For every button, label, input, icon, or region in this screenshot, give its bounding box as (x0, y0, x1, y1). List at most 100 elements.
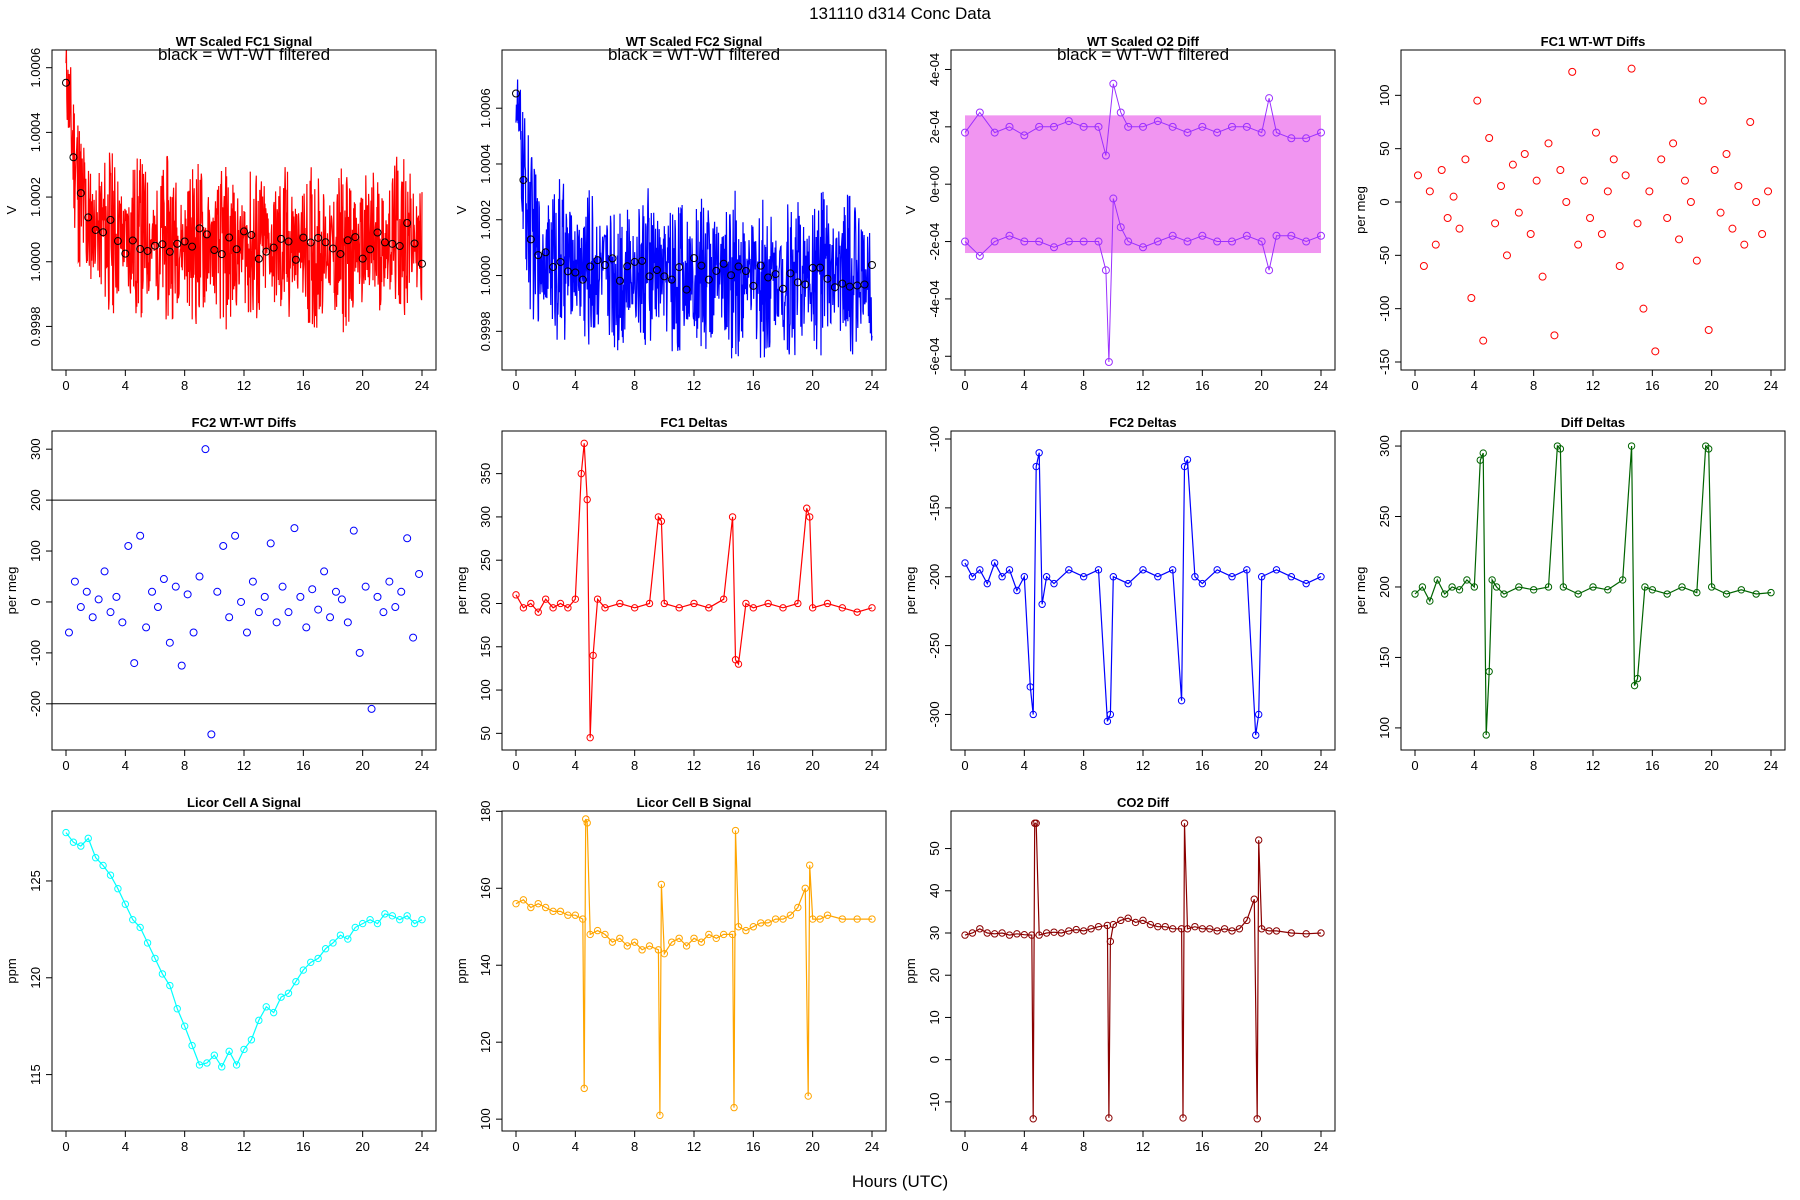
data-point (1317, 929, 1325, 937)
plot-frame (51, 430, 437, 751)
data-point (1206, 925, 1214, 933)
data-point (675, 934, 683, 942)
y-tick-label: 0.9998 (478, 311, 493, 351)
data-point (260, 592, 269, 601)
o2-lower-point (1064, 237, 1073, 246)
data-point (823, 911, 832, 919)
y-axis-label: per meg (4, 567, 19, 615)
data-point (177, 661, 186, 670)
y-tick-label: 350 (478, 463, 493, 485)
y-tick-label: 150 (478, 636, 493, 658)
data-point (1117, 916, 1125, 925)
data-point (254, 608, 263, 617)
plot-frame (950, 810, 1336, 1132)
filtered-point (388, 239, 397, 248)
data-point (571, 595, 580, 603)
data-point (391, 603, 400, 612)
y-tick-label: 40 (927, 884, 942, 898)
x-tick-label: 0 (961, 758, 968, 773)
data-point (1139, 566, 1147, 574)
data-point (314, 954, 322, 963)
y-tick-label: 160 (478, 877, 493, 899)
data-point (180, 1022, 189, 1030)
data-point (1020, 930, 1029, 939)
data-point (1705, 445, 1713, 453)
data-point (1663, 590, 1671, 598)
data-point (1455, 586, 1464, 594)
y-tick-label: 0e+00 (927, 166, 942, 203)
x-tick-label: 16 (746, 1139, 760, 1154)
data-point (779, 915, 787, 923)
data-point (990, 559, 999, 567)
filtered-point (240, 227, 248, 236)
data-point (1302, 930, 1310, 938)
x-tick-label: 20 (355, 758, 369, 773)
filtered-point (76, 189, 85, 198)
filtered-point (682, 285, 691, 294)
data-point (195, 1061, 204, 1069)
o2-upper-point (1153, 117, 1162, 126)
filtered-point (195, 224, 204, 233)
o2-upper-point (1198, 122, 1207, 131)
filtered-point (608, 254, 617, 263)
o2-lower-point (1109, 194, 1118, 203)
x-tick-label: 4 (122, 1139, 129, 1154)
panel-fc1-deltas: FC1 Deltas per meg 0 4 8 12 16 20 24 50 100 150 200 2… (454, 415, 887, 773)
data-point (326, 613, 335, 622)
y-tick-label: 1.0002 (478, 200, 493, 240)
x-tick-label: 12 (687, 1139, 701, 1154)
filtered-point (638, 256, 647, 265)
y-tick-label: -100 (28, 640, 43, 666)
y-tick-label: 1.0002 (28, 177, 43, 217)
panel-licor-b: Licor Cell B Signal ppm 0 4 8 12 16 20 24 100 120 1… (454, 795, 887, 1154)
data-point (779, 604, 787, 612)
data-point (705, 604, 713, 612)
data-point (593, 595, 602, 603)
data-point (742, 599, 750, 608)
y-tick-label: 0 (927, 1056, 942, 1063)
x-tick-label: 4 (122, 758, 129, 773)
filtered-point (571, 268, 580, 277)
x-tick-label: 0 (512, 1139, 519, 1154)
x-tick-label: 8 (631, 758, 638, 773)
plot-area (1411, 442, 1775, 739)
data-point (336, 931, 345, 939)
data-point (757, 919, 765, 927)
data-point (601, 930, 609, 939)
data-point (403, 912, 411, 920)
data-point (1740, 240, 1749, 249)
data-point (225, 1047, 233, 1056)
data-point (1413, 171, 1422, 180)
y-axis-label: V (4, 205, 19, 214)
data-point (130, 659, 139, 668)
filtered-point (586, 262, 595, 271)
o2-lower-point (1050, 243, 1058, 252)
plot-frame (1400, 49, 1786, 371)
data-point (1103, 717, 1112, 726)
y-axis-label: ppm (454, 958, 469, 983)
data-point (1005, 566, 1014, 574)
data-point (129, 915, 137, 924)
data-point (804, 1092, 812, 1100)
data-point (579, 915, 587, 923)
data-point (290, 524, 299, 533)
data-point (556, 907, 565, 916)
data-point (1253, 1115, 1261, 1123)
x-tick-label: 0 (961, 378, 968, 393)
data-point (1079, 927, 1088, 935)
data-point (415, 569, 424, 578)
data-point (1106, 710, 1115, 719)
data-point (976, 566, 984, 574)
data-point (823, 599, 832, 608)
o2-lower-point (1302, 237, 1311, 246)
data-point (645, 599, 654, 608)
x-tick-label: 4 (572, 758, 579, 773)
filtered-point (630, 257, 639, 266)
data-point (1448, 583, 1456, 591)
x-tick-label: 12 (1136, 1139, 1150, 1154)
data-point (248, 577, 257, 586)
x-tick-label: 8 (631, 1139, 638, 1154)
data-point (1180, 819, 1189, 827)
y-tick-label: 300 (478, 506, 493, 528)
data-point (1255, 836, 1263, 844)
